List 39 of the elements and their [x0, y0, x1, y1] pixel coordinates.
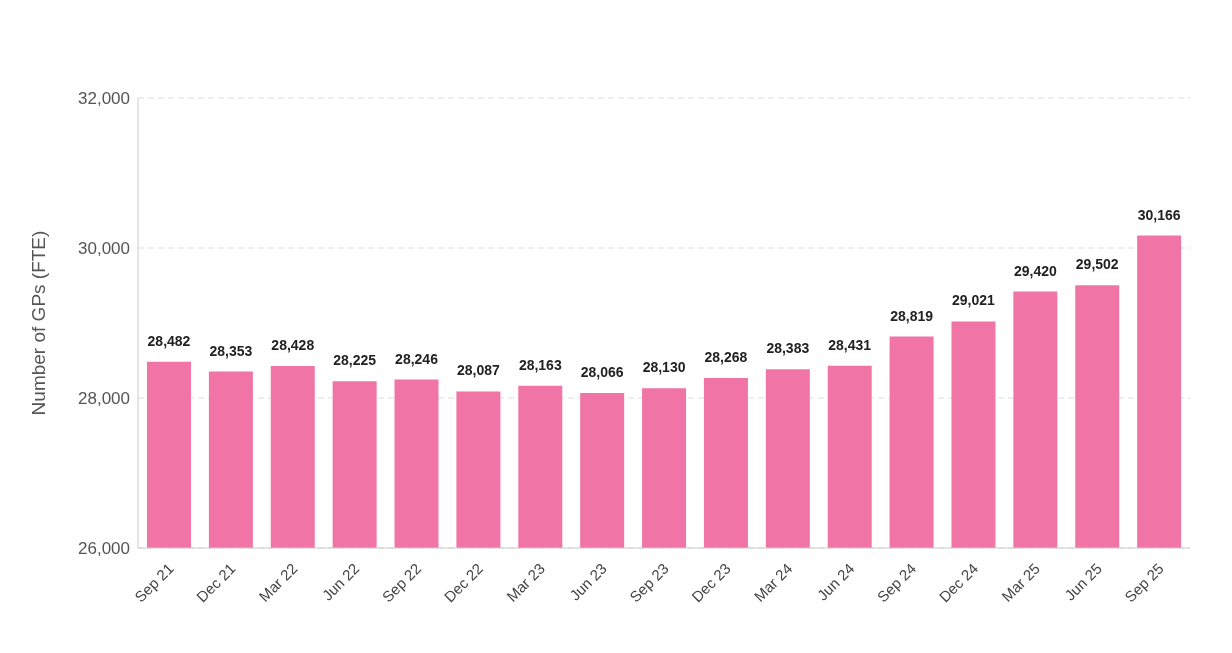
y-tick-label: 28,000 — [78, 389, 130, 409]
x-tick-label: Mar 24 — [750, 559, 796, 605]
data-label: 30,166 — [1137, 206, 1181, 223]
data-label: 28,246 — [395, 350, 439, 367]
x-tick-label: Sep 23 — [626, 559, 672, 606]
x-tick-label: Sep 24 — [873, 559, 920, 606]
y-axis-title: Number of GPs (FTE) — [27, 230, 49, 416]
x-tick-label: Jun 22 — [318, 559, 363, 604]
x-tick-label: Jun 25 — [1061, 559, 1105, 604]
data-label: 28,130 — [642, 359, 686, 376]
x-tick-label: Sep 21 — [131, 559, 177, 606]
data-label: 28,268 — [704, 348, 748, 365]
data-label: 28,482 — [147, 332, 191, 349]
data-label: 28,353 — [209, 342, 253, 359]
data-label: 28,225 — [333, 352, 377, 369]
x-tick-label: Dec 22 — [440, 559, 487, 606]
x-tick-label: Mar 22 — [255, 559, 301, 605]
x-tick-label: Jun 23 — [566, 559, 610, 604]
data-label: 28,383 — [766, 340, 810, 357]
data-label: 28,431 — [828, 336, 872, 353]
x-tick-label: Jun 24 — [813, 559, 858, 604]
data-label: 28,428 — [271, 336, 315, 353]
data-label: 29,021 — [952, 292, 996, 309]
y-tick-label: 30,000 — [78, 239, 130, 259]
data-label: 28,163 — [518, 356, 562, 373]
data-label: 28,087 — [457, 362, 501, 379]
data-label: 28,066 — [580, 364, 624, 381]
x-tick-label: Mar 25 — [998, 559, 1044, 605]
x-tick-label: Dec 24 — [935, 559, 982, 606]
x-tick-label: Sep 25 — [1121, 559, 1167, 606]
y-tick-label: 26,000 — [78, 539, 130, 559]
x-tick-label: Dec 23 — [688, 559, 734, 606]
x-tick-label: Mar 23 — [502, 559, 549, 605]
x-tick-label: Sep 22 — [378, 559, 425, 606]
x-tick-label: Dec 21 — [192, 559, 239, 606]
data-label: 29,502 — [1075, 256, 1119, 273]
data-label: 28,819 — [890, 307, 934, 324]
data-label: 29,420 — [1013, 262, 1057, 279]
y-tick-label: 32,000 — [78, 89, 130, 109]
